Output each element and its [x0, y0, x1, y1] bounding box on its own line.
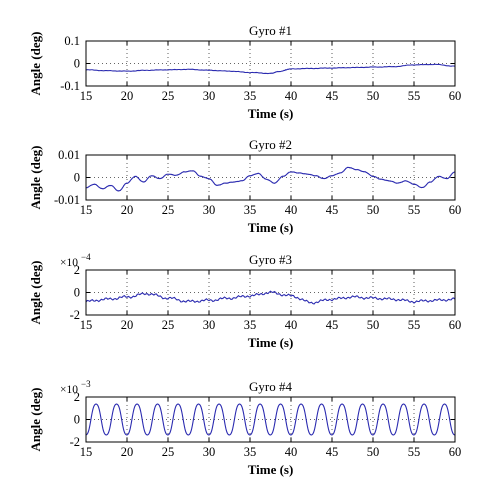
x-tick-label: 50 — [367, 89, 380, 103]
y-axis-label: Angle (deg) — [28, 388, 43, 452]
x-tick-label: 55 — [408, 89, 421, 103]
series-line — [85, 290, 456, 305]
x-tick-label: 35 — [244, 445, 257, 459]
x-tick-label: 30 — [203, 203, 216, 217]
x-tick-label: 35 — [244, 89, 257, 103]
x-tick-label: 55 — [408, 203, 421, 217]
subplot-title: Gyro #2 — [249, 137, 292, 152]
x-tick-label: 40 — [285, 89, 298, 103]
x-tick-label: 45 — [326, 318, 339, 332]
subplot-gyro-3: Gyro #3 15 20 25 30 35 40 45 50 55 60 -2 0 2×10 −4 Time… — [28, 252, 461, 350]
y-axis-label: Angle (deg) — [28, 32, 43, 96]
y-tick-label: -0.01 — [54, 193, 80, 207]
x-tick-label: 55 — [408, 445, 421, 459]
x-tick-label: 30 — [203, 89, 216, 103]
y-tick-label: 0.01 — [58, 148, 80, 162]
x-tick-label: 35 — [244, 318, 257, 332]
y-axis-exponent-base: ×10 — [60, 257, 78, 269]
x-tick-label: 60 — [449, 203, 462, 217]
y-axis-exponent: −3 — [81, 379, 91, 389]
x-tick-label: 25 — [162, 445, 175, 459]
x-axis-label: Time (s) — [248, 106, 294, 121]
y-tick-label: -2 — [70, 435, 80, 449]
y-tick-label: 0 — [74, 413, 80, 427]
x-tick-label: 25 — [162, 318, 175, 332]
x-tick-label: 50 — [367, 203, 380, 217]
subplot-gyro-1: Gyro #1 15 20 25 30 35 40 45 50 55 60 -0.1 0 0.1 Time … — [28, 23, 461, 121]
subplot-title: Gyro #3 — [249, 252, 292, 267]
subplot-title: Gyro #1 — [249, 23, 292, 38]
subplot-title: Gyro #4 — [249, 379, 292, 394]
x-tick-label: 15 — [80, 318, 93, 332]
y-axis-exponent-base: ×10 — [60, 384, 78, 396]
x-tick-label: 40 — [285, 318, 298, 332]
x-tick-label: 55 — [408, 318, 421, 332]
subplot-gyro-2: Gyro #2 15 20 25 30 35 40 45 50 55 60 -0.01 0 0.01 Tim… — [28, 137, 461, 235]
subplot-gyro-4: Gyro #4 15 20 25 30 35 40 45 50 55 60 -2 0 2×10 −3 Time… — [28, 379, 461, 477]
y-axis-label: Angle (deg) — [28, 146, 43, 210]
series-line — [85, 63, 456, 75]
y-tick-label: 0 — [74, 286, 80, 300]
x-tick-label: 35 — [244, 203, 257, 217]
y-tick-label: 2 — [74, 263, 80, 277]
x-tick-label: 25 — [162, 89, 175, 103]
x-axis-label: Time (s) — [248, 220, 294, 235]
x-tick-label: 50 — [367, 318, 380, 332]
x-tick-label: 60 — [449, 318, 462, 332]
y-tick-label: 0 — [74, 57, 80, 71]
y-axis-exponent: −4 — [81, 252, 91, 262]
y-tick-label: 2 — [74, 390, 80, 404]
x-tick-label: 45 — [326, 203, 339, 217]
y-tick-label: -2 — [70, 308, 80, 322]
x-tick-label: 15 — [80, 203, 93, 217]
x-tick-label: 60 — [449, 89, 462, 103]
x-tick-label: 20 — [121, 89, 134, 103]
x-tick-label: 25 — [162, 203, 175, 217]
x-tick-label: 30 — [203, 445, 216, 459]
x-tick-label: 30 — [203, 318, 216, 332]
x-tick-label: 40 — [285, 445, 298, 459]
y-tick-label: 0 — [74, 171, 80, 185]
x-tick-label: 20 — [121, 318, 134, 332]
x-tick-label: 50 — [367, 445, 380, 459]
x-tick-label: 15 — [80, 445, 93, 459]
series-line — [85, 403, 455, 436]
y-tick-label: -0.1 — [60, 79, 80, 93]
x-tick-label: 20 — [121, 203, 134, 217]
x-axis-label: Time (s) — [248, 335, 294, 350]
x-tick-label: 15 — [80, 89, 93, 103]
y-axis-label: Angle (deg) — [28, 261, 43, 325]
y-tick-label: 0.1 — [64, 34, 80, 48]
x-tick-label: 45 — [326, 89, 339, 103]
x-tick-label: 45 — [326, 445, 339, 459]
series-line — [85, 166, 456, 192]
x-tick-label: 60 — [449, 445, 462, 459]
x-tick-label: 20 — [121, 445, 134, 459]
x-axis-label: Time (s) — [248, 462, 294, 477]
x-tick-label: 40 — [285, 203, 298, 217]
